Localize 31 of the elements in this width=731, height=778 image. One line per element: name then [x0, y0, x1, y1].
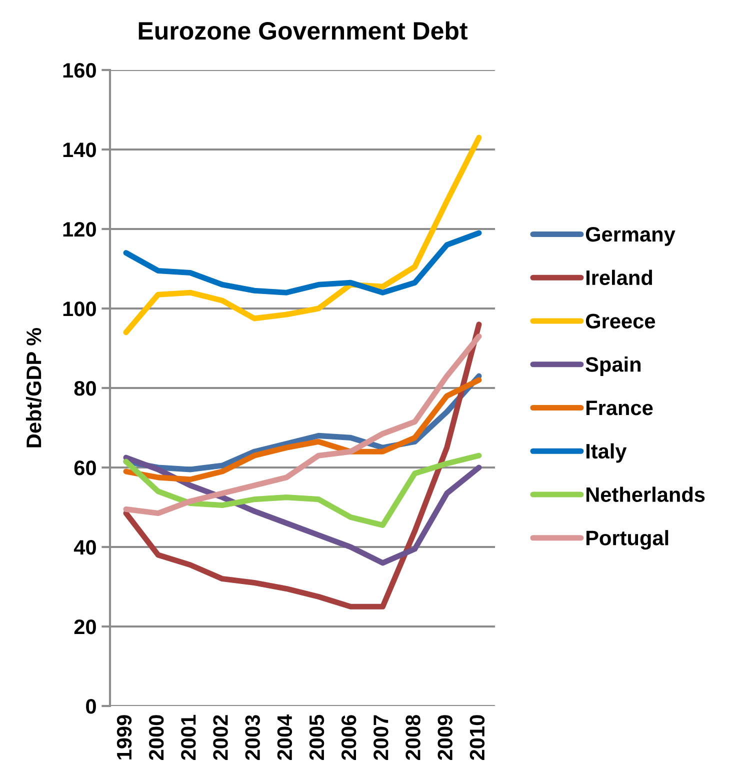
legend-label: France [586, 400, 653, 416]
legend-label: Spain [586, 356, 641, 376]
legend-label: Ireland [586, 270, 652, 286]
y-tick-label: 0 [86, 699, 96, 714]
x-tick-label: 2002 [213, 715, 228, 760]
y-tick-label: 120 [63, 222, 96, 237]
y-tick-label: 80 [74, 381, 96, 396]
x-tick-label: 2008 [406, 714, 420, 760]
y-tick-label: 20 [74, 620, 96, 634]
legend-label: Portugal [586, 530, 668, 550]
legend-label: Greece [586, 314, 656, 328]
legend-label: Italy [586, 443, 627, 463]
y-tick-label: 40 [74, 540, 96, 555]
x-tick-label: 2001 [181, 714, 196, 760]
x-tick-label: 2004 [277, 714, 292, 760]
y-tick-label: 140 [63, 142, 96, 158]
x-tick-label: 2003 [245, 715, 260, 760]
y-tick-label: 160 [63, 63, 96, 78]
legend-label: Netherlands [586, 486, 705, 502]
x-tick-label: 2007 [374, 715, 388, 760]
y-tick-label: 100 [63, 302, 96, 316]
chart-title: Eurozone Government Debt [138, 21, 468, 40]
y-axis-title: Debt/GDP % [26, 328, 42, 448]
x-tick-label: 2010 [470, 715, 485, 760]
x-tick-label: 2000 [148, 715, 164, 760]
y-tick-label: 60 [74, 460, 96, 476]
legend-label: Germany [586, 226, 676, 246]
x-tick-label: 2006 [341, 715, 356, 760]
x-tick-label: 2005 [309, 714, 324, 760]
x-tick-label: 1999 [116, 715, 132, 760]
x-tick-label: 2009 [438, 715, 452, 760]
